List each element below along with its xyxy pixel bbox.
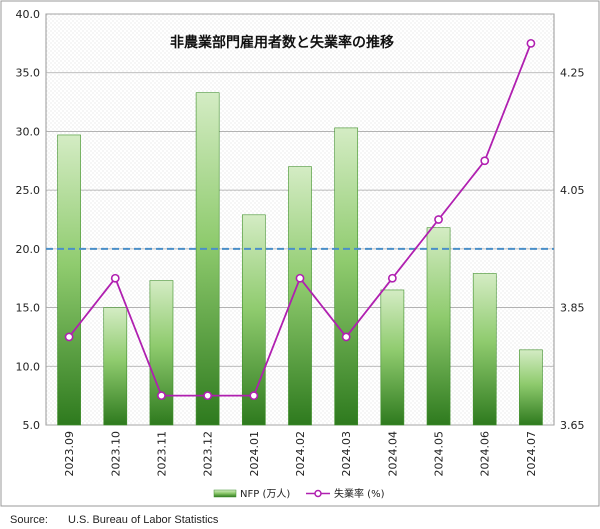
nfp-bar-2024.07 xyxy=(519,349,543,426)
nfp-bar-2023.11 xyxy=(149,280,174,426)
x-tick-label: 2024.05 xyxy=(433,431,446,477)
x-tick-label: 2024.04 xyxy=(386,431,399,477)
right-tick-label: 3.65 xyxy=(560,419,585,432)
left-tick-label: 40.0 xyxy=(16,8,41,21)
x-tick-label: 2024.01 xyxy=(248,431,261,477)
rate-point-2023.09 xyxy=(64,332,74,342)
nfp-bars xyxy=(57,92,543,426)
source-label: Source: xyxy=(10,514,48,526)
right-axis-ticks: 3.65 3.85 4.05 4.25 xyxy=(560,67,585,432)
nfp-bar-2024.01 xyxy=(241,214,266,426)
rate-point-2023.11 xyxy=(157,391,166,401)
right-tick-label: 3.85 xyxy=(560,302,585,315)
left-tick-label: 25.0 xyxy=(16,184,41,197)
left-tick-label: 15.0 xyxy=(16,302,41,315)
nfp-bar-2024.06 xyxy=(472,273,497,426)
rate-point-2024.02 xyxy=(295,273,305,283)
chart-title: 非農業部門雇用者数と失業率の推移 xyxy=(170,34,394,51)
x-tick-label: 2024.03 xyxy=(340,431,353,477)
rate-point-2024.04 xyxy=(387,273,397,283)
x-tick-label: 2024.06 xyxy=(479,431,492,477)
rate-point-2023.12 xyxy=(203,391,213,401)
nfp-bar-2024.02 xyxy=(288,166,312,426)
legend: NFP (万人) 失業率 (%) xyxy=(213,487,385,500)
nfp-bar-2024.05 xyxy=(426,227,451,426)
nfp-bar-2023.10 xyxy=(103,307,128,426)
rate-point-2024.05 xyxy=(434,215,443,224)
x-tick-label: 2023.09 xyxy=(63,431,76,477)
legend-swatch-rate-marker xyxy=(314,489,322,498)
nfp-bar-2024.04 xyxy=(380,289,405,426)
x-tick-label: 2023.10 xyxy=(109,431,122,477)
rate-point-2023.10 xyxy=(110,273,120,283)
nfp-bar-2023.12 xyxy=(195,92,220,426)
right-tick-label: 4.05 xyxy=(560,184,585,197)
x-tick-label: 2024.07 xyxy=(525,431,538,477)
source-text: U.S. Bureau of Labor Statistics xyxy=(68,514,219,526)
rate-point-2024.01 xyxy=(249,391,259,401)
nfp-bar-2024.03 xyxy=(334,127,359,426)
rate-point-2024.03 xyxy=(341,332,351,342)
x-tick-label: 2024.02 xyxy=(294,431,307,477)
left-axis-ticks: 5.0 10.0 15.0 20.0 25.0 30.0 35.0 40.0 xyxy=(16,8,41,432)
unemployment-rate-points xyxy=(64,38,536,401)
right-tick-label: 4.25 xyxy=(560,67,585,80)
left-tick-label: 20.0 xyxy=(16,243,41,256)
legend-label-rate: 失業率 (%) xyxy=(334,487,385,500)
x-tick-label: 2023.11 xyxy=(155,431,168,477)
x-axis-ticks: 2023.09 2023.10 2023.11 2023.12 2024.01 2024.… xyxy=(63,431,538,477)
left-tick-label: 35.0 xyxy=(16,67,41,80)
legend-label-nfp: NFP (万人) xyxy=(240,488,290,500)
rate-point-2024.07 xyxy=(526,38,536,48)
left-tick-label: 10.0 xyxy=(16,360,41,373)
nfp-bar-2023.09 xyxy=(57,134,81,426)
left-tick-label: 30.0 xyxy=(16,125,41,138)
x-tick-label: 2023.12 xyxy=(202,431,215,477)
legend-swatch-nfp xyxy=(213,489,237,498)
source-note: Source: U.S. Bureau of Labor Statistics xyxy=(10,514,219,526)
left-tick-label: 5.0 xyxy=(23,419,41,432)
rate-point-2024.06 xyxy=(480,156,490,166)
